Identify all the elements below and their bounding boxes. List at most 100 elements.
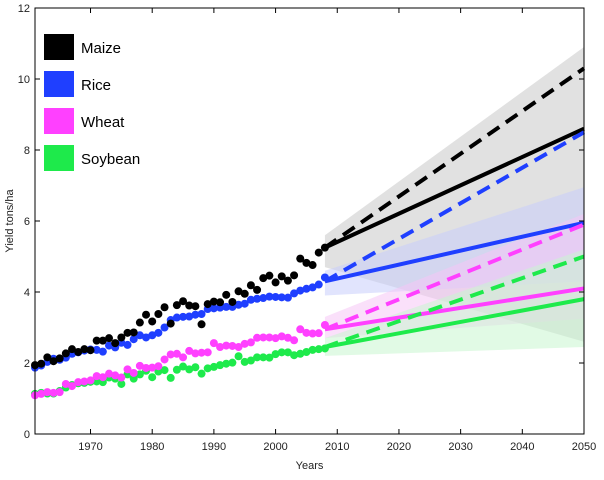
- point-wheat: [209, 339, 218, 348]
- point-rice: [154, 328, 163, 337]
- point-soybean: [117, 379, 126, 388]
- point-maize: [283, 276, 292, 285]
- point-wheat: [172, 349, 181, 358]
- point-soybean: [271, 350, 280, 359]
- point-rice: [123, 340, 132, 349]
- point-maize: [148, 317, 157, 326]
- point-wheat: [98, 373, 107, 382]
- point-rice: [129, 335, 138, 344]
- point-wheat: [216, 343, 225, 352]
- y-axis-title: Yield tons/ha: [4, 189, 16, 253]
- point-wheat: [135, 361, 144, 370]
- point-maize: [265, 271, 274, 280]
- point-maize: [74, 347, 83, 356]
- point-soybean: [314, 345, 323, 354]
- legend-label-rice: Rice: [81, 77, 111, 94]
- point-wheat: [55, 388, 64, 397]
- point-soybean: [283, 348, 292, 357]
- point-rice: [142, 333, 151, 342]
- point-rice: [253, 294, 262, 303]
- legend: Maize Rice Wheat Soybean: [44, 34, 140, 171]
- point-rice: [197, 310, 206, 319]
- point-maize: [271, 278, 280, 287]
- point-wheat: [166, 350, 175, 359]
- y-tick-label: 10: [18, 74, 30, 86]
- point-wheat: [259, 333, 268, 342]
- point-maize: [314, 248, 323, 257]
- point-soybean: [191, 363, 200, 372]
- projection-solid-soybean: [324, 297, 585, 349]
- point-rice: [105, 341, 114, 350]
- point-rice: [160, 323, 169, 332]
- point-rice: [283, 293, 292, 302]
- y-tick-label: 6: [24, 216, 30, 228]
- point-wheat: [154, 362, 163, 371]
- point-rice: [259, 294, 268, 303]
- point-rice: [185, 312, 194, 321]
- axes: 1970 1980 1990 2000 2010 2020 2030 2040 2050 0 2 4 6…: [18, 3, 596, 453]
- point-wheat: [234, 343, 243, 352]
- point-soybean: [240, 357, 249, 366]
- x-tick-label: 2000: [263, 441, 287, 453]
- point-wheat: [191, 349, 200, 358]
- point-maize: [228, 297, 237, 306]
- point-maize: [302, 258, 311, 267]
- point-maize: [253, 285, 262, 294]
- legend-label-maize: Maize: [81, 40, 121, 57]
- point-rice: [290, 289, 299, 298]
- point-rice: [314, 280, 323, 289]
- point-wheat: [86, 376, 95, 385]
- point-soybean: [216, 361, 225, 370]
- point-wheat: [111, 371, 120, 380]
- point-wheat: [74, 378, 83, 387]
- point-soybean: [296, 349, 305, 358]
- point-wheat: [302, 328, 311, 337]
- point-maize: [129, 328, 138, 337]
- point-rice: [308, 283, 317, 292]
- point-soybean: [308, 345, 317, 354]
- point-maize: [185, 301, 194, 310]
- point-maize: [68, 345, 77, 354]
- point-soybean: [222, 359, 231, 368]
- point-maize: [296, 254, 305, 263]
- point-soybean: [203, 364, 212, 373]
- point-rice: [296, 286, 305, 295]
- point-soybean: [246, 356, 255, 365]
- projection-dashed-maize: [323, 66, 586, 250]
- x-tick-label: 2010: [325, 441, 349, 453]
- x-tick-label: 1990: [202, 441, 226, 453]
- point-wheat: [43, 388, 52, 397]
- y-tick-label: 0: [24, 429, 30, 441]
- point-maize: [111, 339, 120, 348]
- projection-solid-rice: [324, 220, 585, 284]
- point-maize: [55, 354, 64, 363]
- point-wheat: [283, 333, 292, 342]
- point-maize: [61, 349, 70, 358]
- point-maize: [240, 289, 249, 298]
- point-wheat: [129, 368, 138, 377]
- point-maize: [166, 319, 175, 328]
- point-soybean: [129, 374, 138, 383]
- point-rice: [135, 331, 144, 340]
- point-soybean: [265, 353, 274, 362]
- point-wheat: [142, 363, 151, 372]
- point-rice: [240, 299, 249, 308]
- point-maize: [142, 310, 151, 319]
- point-wheat: [296, 325, 305, 334]
- y-tick-label: 8: [24, 145, 30, 157]
- point-soybean: [166, 373, 175, 382]
- point-soybean: [172, 365, 181, 374]
- legend-label-soybean: Soybean: [81, 151, 140, 168]
- point-rice: [246, 295, 255, 304]
- legend-swatch-soybean: [44, 145, 74, 171]
- point-soybean: [185, 365, 194, 374]
- point-maize: [234, 287, 243, 296]
- y-tick-label: 4: [24, 287, 30, 299]
- point-wheat: [92, 372, 101, 381]
- point-maize: [308, 261, 317, 270]
- projection-dashed-rice: [323, 130, 585, 284]
- point-wheat: [308, 329, 317, 338]
- point-wheat: [240, 339, 249, 348]
- x-tick-label: 2030: [448, 441, 472, 453]
